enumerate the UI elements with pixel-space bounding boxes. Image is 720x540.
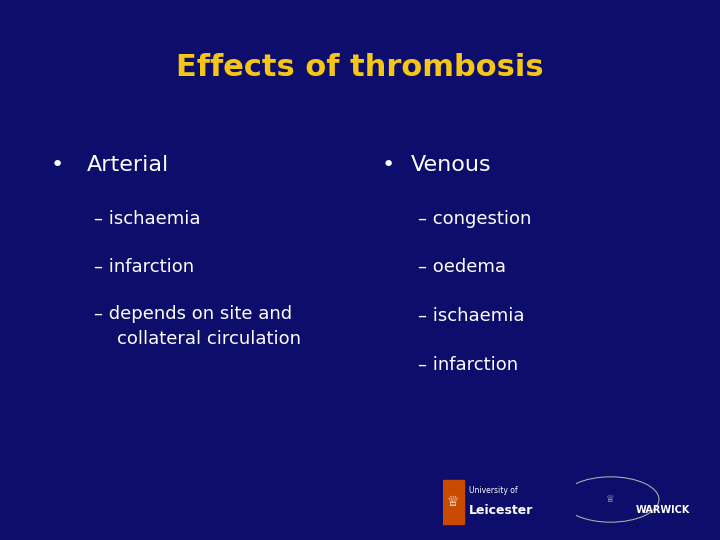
Text: – infarction: – infarction xyxy=(418,355,518,374)
FancyBboxPatch shape xyxy=(442,480,464,524)
Text: Leicester: Leicester xyxy=(469,504,533,517)
Text: – depends on site and
    collateral circulation: – depends on site and collateral circula… xyxy=(94,305,301,348)
Text: ♕: ♕ xyxy=(606,495,615,504)
Text: Venous: Venous xyxy=(410,154,491,175)
Text: •: • xyxy=(382,154,395,175)
Text: •: • xyxy=(50,154,63,175)
Text: – infarction: – infarction xyxy=(94,258,194,276)
Text: ♕: ♕ xyxy=(447,495,459,509)
Text: WARWICK: WARWICK xyxy=(635,505,690,515)
Text: – oedema: – oedema xyxy=(418,258,505,276)
Text: – congestion: – congestion xyxy=(418,210,531,228)
Text: Arterial: Arterial xyxy=(86,154,168,175)
Text: Effects of thrombosis: Effects of thrombosis xyxy=(176,53,544,82)
Text: University of: University of xyxy=(469,486,518,495)
Text: – ischaemia: – ischaemia xyxy=(94,210,200,228)
Text: – ischaemia: – ischaemia xyxy=(418,307,524,325)
